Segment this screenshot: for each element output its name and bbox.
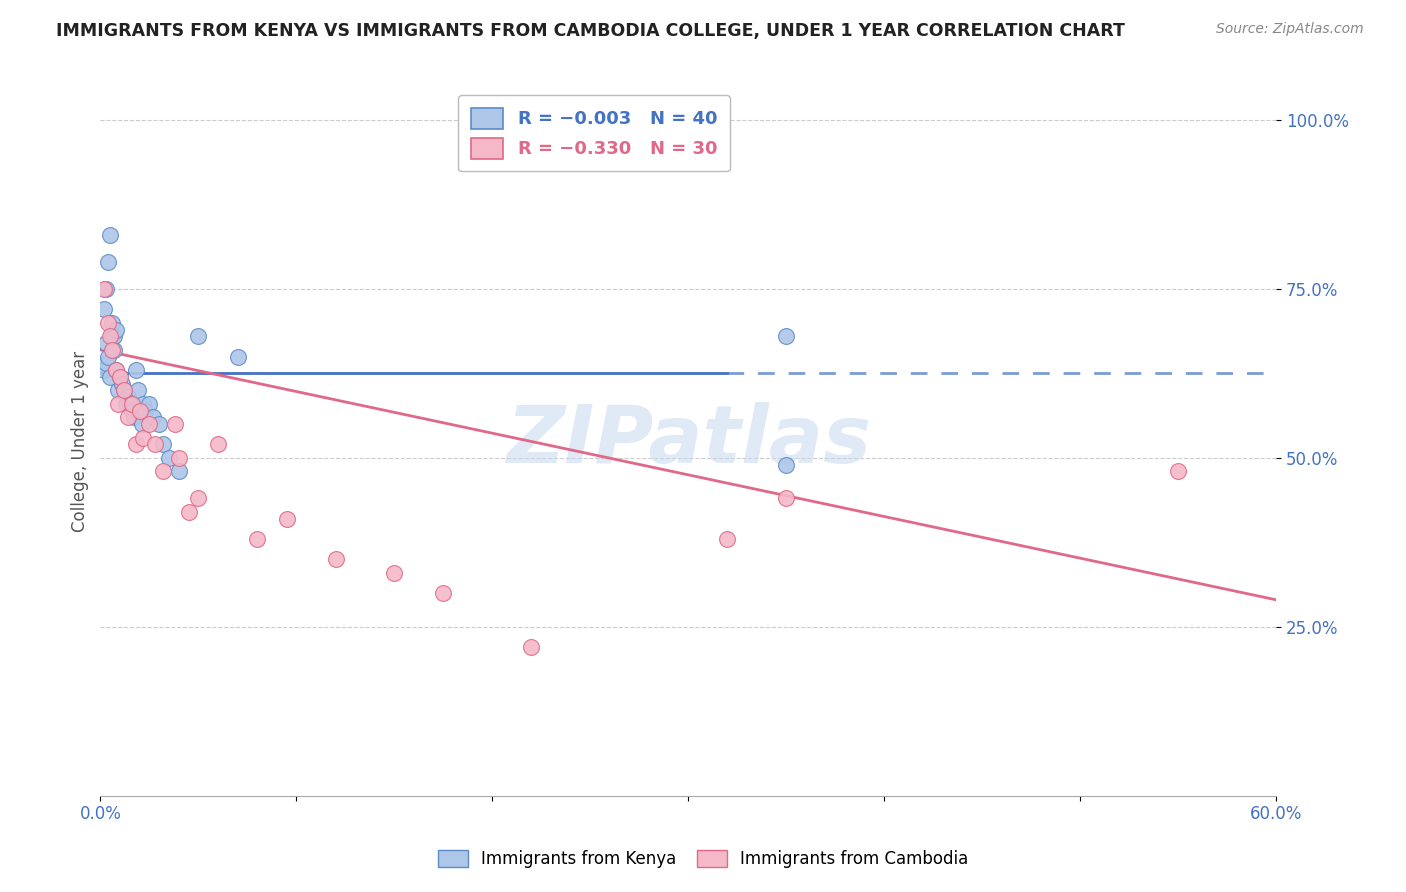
Point (127, 384, 149, 398)
Point (138, 397, 160, 411)
Point (111, 376, 134, 391)
Point (108, 370, 131, 384)
Point (775, 329, 797, 343)
Point (124, 363, 146, 377)
Point (432, 586, 454, 600)
Point (276, 512, 298, 526)
Text: IMMIGRANTS FROM KENYA VS IMMIGRANTS FROM CAMBODIA COLLEGE, UNDER 1 YEAR CORRELAT: IMMIGRANTS FROM KENYA VS IMMIGRANTS FROM… (56, 22, 1125, 40)
Point (101, 316, 124, 330)
Point (138, 417, 160, 432)
Legend: Immigrants from Kenya, Immigrants from Cambodia: Immigrants from Kenya, Immigrants from C… (432, 843, 974, 875)
Point (775, 458, 797, 472)
Point (103, 329, 125, 343)
Point (96, 356, 118, 370)
Point (167, 450, 190, 465)
Point (97, 255, 120, 269)
Point (93, 302, 115, 317)
Point (132, 431, 155, 445)
Point (107, 397, 129, 411)
Point (108, 370, 131, 384)
Point (520, 640, 543, 654)
Legend: R = −0.003   N = 40, R = −0.330   N = 30: R = −0.003 N = 40, R = −0.330 N = 30 (458, 95, 730, 171)
Point (325, 552, 347, 566)
Point (98, 227, 121, 242)
Point (96, 282, 118, 296)
Point (382, 566, 405, 580)
Point (96, 336, 118, 351)
Point (101, 329, 124, 343)
Point (93, 363, 115, 377)
Point (143, 437, 166, 451)
Point (112, 384, 135, 398)
Point (117, 390, 139, 404)
Point (167, 465, 190, 479)
Point (128, 403, 150, 417)
Point (122, 410, 145, 425)
Point (134, 403, 156, 417)
Point (157, 450, 180, 465)
Point (98, 370, 121, 384)
Point (142, 410, 165, 425)
Point (246, 532, 269, 546)
Point (98, 329, 121, 343)
Point (105, 363, 128, 377)
Point (93, 282, 115, 296)
Point (97, 316, 120, 330)
Point (716, 532, 738, 546)
Point (226, 350, 249, 364)
Point (103, 343, 125, 357)
Point (117, 410, 139, 425)
Text: ZIPatlas: ZIPatlas (506, 402, 870, 480)
Point (148, 417, 170, 432)
Point (114, 397, 136, 411)
Point (177, 505, 200, 519)
Point (101, 343, 124, 357)
Point (163, 417, 186, 432)
Point (121, 403, 143, 417)
Point (152, 437, 174, 451)
Point (107, 384, 129, 398)
Point (187, 329, 209, 343)
Point (132, 397, 155, 411)
Text: Source: ZipAtlas.com: Source: ZipAtlas.com (1216, 22, 1364, 37)
Point (152, 465, 174, 479)
Point (105, 363, 128, 377)
Point (97, 350, 120, 364)
Point (128, 403, 150, 417)
Point (131, 417, 153, 432)
Point (105, 322, 128, 336)
Point (207, 437, 229, 451)
Point (775, 491, 797, 506)
Point (118, 397, 141, 411)
Point (112, 384, 135, 398)
Point (187, 491, 209, 506)
Point (124, 437, 146, 451)
Point (1167, 465, 1189, 479)
Y-axis label: College, Under 1 year: College, Under 1 year (72, 351, 89, 532)
Point (121, 397, 143, 411)
